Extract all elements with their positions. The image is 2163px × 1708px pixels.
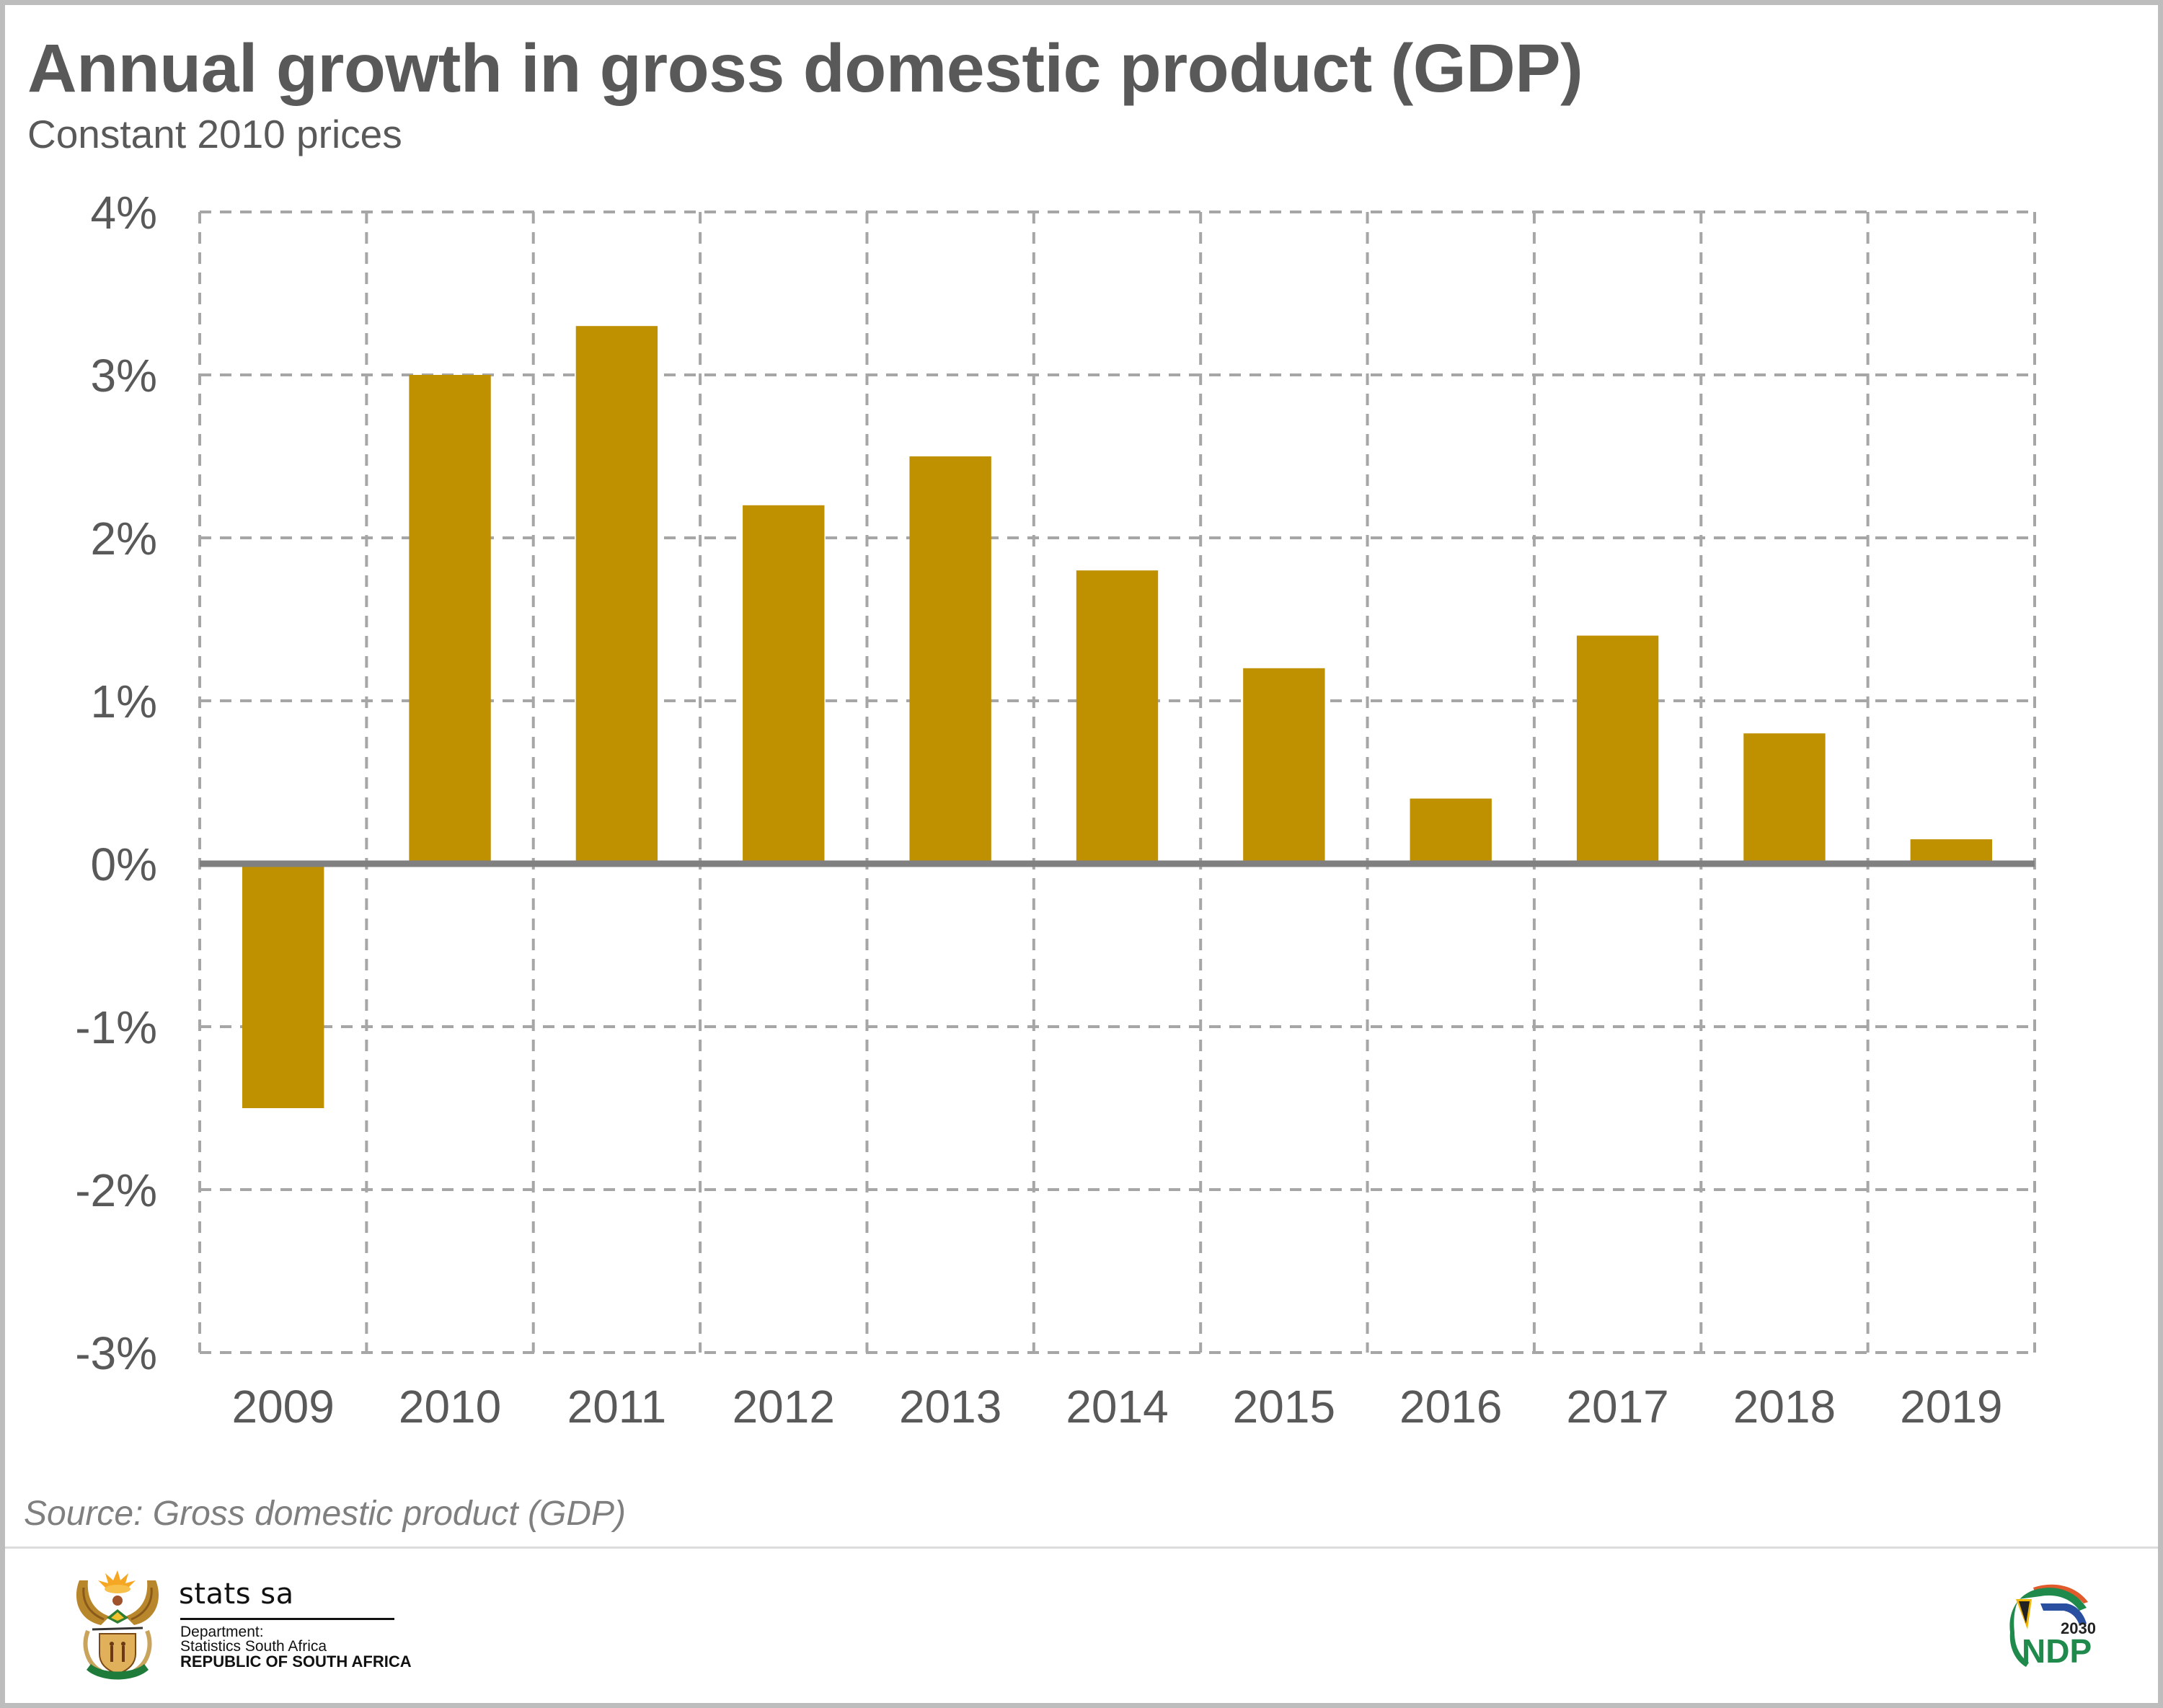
bar-2010 [409,375,491,864]
bars [242,326,1993,1108]
bar-2013 [909,456,991,864]
x-tick-label: 2016 [1399,1381,1502,1433]
x-tick-label: 2009 [231,1381,334,1433]
bar-2017 [1576,635,1659,864]
bar-2016 [1410,798,1492,864]
country-name: REPUBLIC OF SOUTH AFRICA [180,1652,412,1671]
y-tick-label: 2% [91,513,158,565]
stats-sa-rule [180,1618,394,1620]
stats-sa-wordmark: stats sa [179,1578,294,1611]
bar-2018 [1743,733,1826,864]
y-tick-label: 0% [91,838,158,890]
bar-2015 [1243,668,1325,864]
ndp-year: 2030 [2061,1619,2095,1637]
bar-2009 [242,864,324,1108]
x-tick-label: 2010 [399,1381,501,1433]
source-note: Source: Gross domestic product (GDP) [24,1495,626,1533]
x-tick-label: 2018 [1733,1381,1836,1433]
x-tick-label: 2017 [1566,1381,1668,1433]
y-axis-tick-labels: 4% 3% 2% 1% 0% -1% -2% -3% [75,187,157,1379]
x-tick-label: 2011 [567,1381,667,1433]
y-tick-label: 4% [91,187,158,239]
coat-of-arms-icon [76,1570,159,1680]
x-tick-label: 2013 [899,1381,1001,1433]
y-tick-label: -2% [75,1164,157,1216]
bar-2019 [1910,839,1993,864]
x-tick-label: 2015 [1233,1381,1335,1433]
bar-2014 [1076,570,1159,864]
y-tick-label: 3% [91,350,158,402]
x-axis-tick-labels: 2009 2010 2011 2012 2013 2014 2015 2016 2017 2018… [231,1381,2002,1433]
department-name: Statistics South Africa [180,1638,327,1655]
chart-subtitle: Constant 2010 prices [27,112,402,156]
x-tick-label: 2019 [1900,1381,2002,1433]
department-label: Department: [180,1624,264,1640]
x-tick-label: 2012 [733,1381,835,1433]
ndp-text: NDP [2022,1632,2092,1670]
footer-divider [5,1547,2158,1549]
y-tick-label: -3% [75,1327,157,1379]
ndp-2030-logo-icon: 2030 NDP [2009,1584,2095,1670]
chart-title: Annual growth in gross domestic product … [27,30,1583,107]
y-tick-label: 1% [91,676,158,727]
y-tick-label: -1% [75,1001,157,1053]
bar-2011 [575,326,658,864]
bar-2012 [743,505,825,864]
x-tick-label: 2014 [1066,1381,1168,1433]
